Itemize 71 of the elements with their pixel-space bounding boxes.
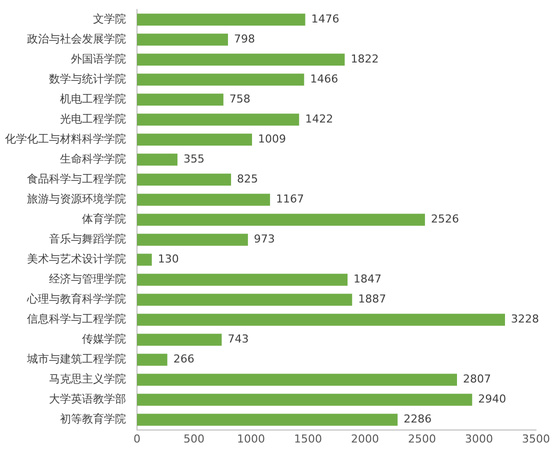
data-label: 1009 [258, 132, 286, 146]
x-tick-label: 0 [134, 432, 140, 446]
bar [137, 54, 345, 66]
bar [137, 114, 300, 126]
y-tick-label: 光电工程学院 [60, 112, 126, 126]
data-label: 825 [237, 172, 258, 186]
data-label: 3228 [510, 312, 539, 326]
bar [137, 74, 304, 86]
bar [137, 34, 228, 46]
bar [137, 274, 348, 286]
data-label: 2286 [404, 412, 432, 426]
bar [137, 14, 306, 26]
x-tick-label: 3000 [465, 432, 494, 446]
bar [137, 214, 425, 226]
bar [137, 414, 398, 426]
y-tick-label: 数学与统计学院 [49, 72, 126, 86]
bar [137, 194, 270, 206]
x-tick-label: 500 [184, 432, 204, 446]
y-tick-label: 食品科学与工程学院 [27, 172, 126, 186]
bar [137, 394, 472, 406]
y-tick-label: 美术与艺术设计学院 [27, 252, 126, 266]
y-tick-label: 文学院 [93, 12, 126, 26]
bar [137, 94, 224, 106]
y-tick-label: 机电工程学院 [60, 92, 126, 106]
data-label: 743 [228, 332, 249, 346]
y-tick-label: 马克思主义学院 [49, 372, 126, 386]
y-tick-label: 信息科学与工程学院 [27, 312, 126, 326]
y-tick-label: 经济与管理学院 [49, 272, 126, 286]
bar [137, 254, 152, 266]
y-tick-label: 传媒学院 [82, 332, 126, 346]
data-label: 1422 [305, 112, 334, 126]
y-tick-label: 体育学院 [82, 212, 126, 226]
data-label: 2526 [430, 212, 459, 226]
y-tick-label: 旅游与资源环境学院 [27, 192, 126, 206]
bar [137, 354, 168, 366]
y-tick-label: 生命科学学院 [60, 152, 126, 166]
data-label: 1466 [310, 72, 338, 86]
bar [137, 134, 252, 146]
y-tick-label: 外国语学院 [71, 52, 126, 66]
data-label: 973 [254, 232, 275, 246]
data-label: 1887 [358, 292, 386, 306]
data-label: 355 [183, 152, 204, 166]
data-label: 1167 [276, 192, 304, 206]
data-label: 1822 [350, 52, 379, 66]
y-tick-label: 化学化工与材料科学学院 [5, 132, 126, 146]
y-tick-label: 心理与教育科学学院 [26, 292, 126, 306]
x-tick-label: 1500 [294, 432, 322, 446]
data-label: 2940 [478, 392, 506, 406]
bar [137, 234, 248, 246]
data-label: 266 [173, 352, 194, 366]
data-label: 130 [158, 252, 179, 266]
bar [137, 154, 178, 166]
y-tick-label: 音乐与舞蹈学院 [49, 232, 126, 246]
bar [137, 174, 232, 186]
bar [137, 294, 352, 306]
data-label: 1476 [311, 12, 340, 26]
data-label: 1847 [354, 272, 382, 286]
x-tick-label: 2500 [408, 432, 436, 446]
y-tick-label: 大学英语教学部 [49, 392, 126, 406]
y-tick-label: 政治与社会发展学院 [27, 32, 126, 46]
x-tick-label: 2000 [351, 432, 379, 446]
x-tick-label: 1000 [237, 432, 265, 446]
data-label: 758 [229, 92, 250, 106]
data-label: 2807 [463, 372, 491, 386]
bar [137, 374, 457, 386]
y-tick-label: 城市与建筑工程学院 [26, 352, 126, 366]
data-label: 798 [234, 32, 255, 46]
y-tick-label: 初等教育学院 [60, 412, 126, 426]
bar [137, 334, 222, 346]
bar [137, 314, 505, 326]
x-tick-label: 3500 [522, 432, 550, 446]
